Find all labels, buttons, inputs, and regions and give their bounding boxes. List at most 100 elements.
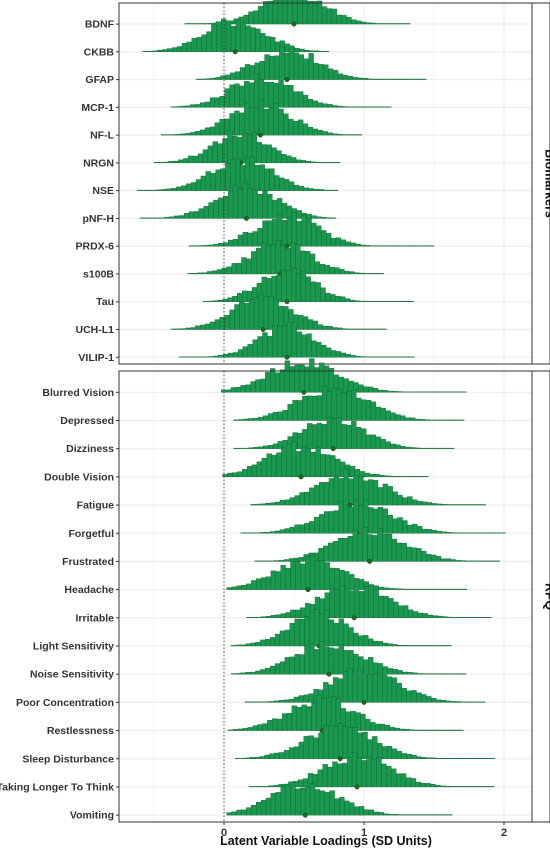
histogram-bin (285, 612, 291, 618)
histogram-bin (359, 300, 365, 302)
histogram-bin (328, 647, 335, 675)
histogram-bin (470, 560, 476, 562)
histogram-bin (253, 73, 260, 108)
histogram-bin (197, 153, 204, 164)
histogram-bin (372, 640, 379, 647)
histogram-bin (317, 130, 323, 136)
histogram-bin (387, 486, 393, 506)
histogram-bin (198, 356, 204, 358)
histogram-bin (392, 518, 398, 534)
histogram-bin (386, 78, 393, 80)
histogram-bin (427, 814, 433, 816)
histogram-bin (321, 424, 328, 449)
histogram-bin (392, 391, 398, 393)
histogram-bin (455, 701, 461, 703)
histogram-bin (427, 588, 433, 590)
histogram-bin (260, 616, 267, 618)
histogram-bin (214, 319, 220, 330)
histogram-bin (188, 245, 195, 247)
histogram-bin (365, 434, 372, 449)
histogram-bin (261, 457, 267, 478)
histogram-bin (239, 757, 246, 759)
histogram-bin (412, 499, 418, 506)
histogram-bin (259, 560, 265, 562)
histogram-bin (361, 428, 367, 449)
histogram-bin (265, 372, 271, 393)
histogram-bin (171, 188, 177, 191)
histogram-bin (139, 217, 146, 219)
histogram-bin (386, 533, 393, 562)
histogram-bin (253, 786, 260, 788)
histogram-bin (338, 644, 344, 675)
histogram-bin (284, 750, 290, 759)
histogram-bin (250, 532, 256, 534)
histogram-bin (149, 217, 155, 219)
histogram-bin (268, 296, 274, 330)
histogram-bin (445, 700, 451, 703)
histogram-bin (316, 422, 323, 449)
histogram-bin (254, 756, 260, 759)
histogram-bin (470, 532, 477, 534)
ridge-restlessness (228, 694, 464, 734)
histogram-bin (294, 618, 300, 647)
histogram-bin (213, 355, 219, 358)
histogram-bin (311, 340, 317, 358)
histogram-bin (343, 623, 349, 647)
histogram-bin (358, 635, 364, 647)
histogram-bin (451, 504, 457, 506)
histogram-bin (279, 559, 285, 562)
histogram-bin (257, 336, 263, 358)
histogram-bin (304, 366, 310, 393)
histogram-bin (343, 505, 349, 534)
histogram-bin (432, 588, 438, 590)
histogram-bin (222, 138, 228, 164)
histogram-bin (337, 327, 343, 330)
histogram-bin (397, 391, 403, 393)
histogram-bin (363, 635, 369, 647)
histogram-bin (452, 617, 458, 618)
histogram-bin (304, 491, 310, 506)
histogram-bin (281, 203, 288, 219)
histogram-bin (217, 143, 223, 164)
histogram-bin (307, 319, 314, 330)
histogram-bin (416, 78, 422, 80)
histogram-bin (394, 727, 400, 731)
histogram-bin (274, 55, 280, 80)
histogram-bin (348, 627, 354, 647)
histogram-bin (406, 546, 412, 562)
histogram-bin (265, 615, 272, 618)
histogram-bin (233, 419, 239, 421)
histogram-bin (311, 702, 317, 731)
histogram-bin (262, 723, 268, 731)
histogram-bin (342, 134, 348, 136)
histogram-bin (333, 648, 339, 675)
histogram-bin (218, 242, 224, 247)
histogram-bin (321, 345, 327, 358)
histogram-bin (248, 418, 254, 421)
histogram-bin (254, 701, 260, 703)
histogram-bin (235, 644, 241, 647)
histogram-bin (475, 532, 482, 534)
histogram-bin (300, 446, 307, 478)
histogram-bin (318, 732, 324, 759)
histogram-bin (341, 392, 347, 421)
histogram-bin (445, 558, 451, 562)
histogram-bin (263, 81, 269, 108)
histogram-bin (396, 542, 402, 562)
histogram-bin (434, 419, 440, 421)
histogram-bin (205, 78, 211, 80)
histogram-bin (386, 106, 392, 108)
histogram-bin (351, 19, 357, 25)
histogram-bin (426, 757, 432, 759)
histogram-bin (222, 474, 228, 478)
histogram-bin (328, 68, 334, 80)
histogram-bin (396, 682, 402, 703)
histogram-bin (364, 472, 370, 478)
histogram-bin (431, 530, 437, 534)
histogram-bin (392, 644, 398, 647)
histogram-bin (412, 523, 418, 534)
histogram-bin (207, 145, 213, 164)
histogram-bin (288, 84, 294, 108)
histogram-bin (465, 757, 471, 759)
histogram-bin (480, 504, 486, 506)
